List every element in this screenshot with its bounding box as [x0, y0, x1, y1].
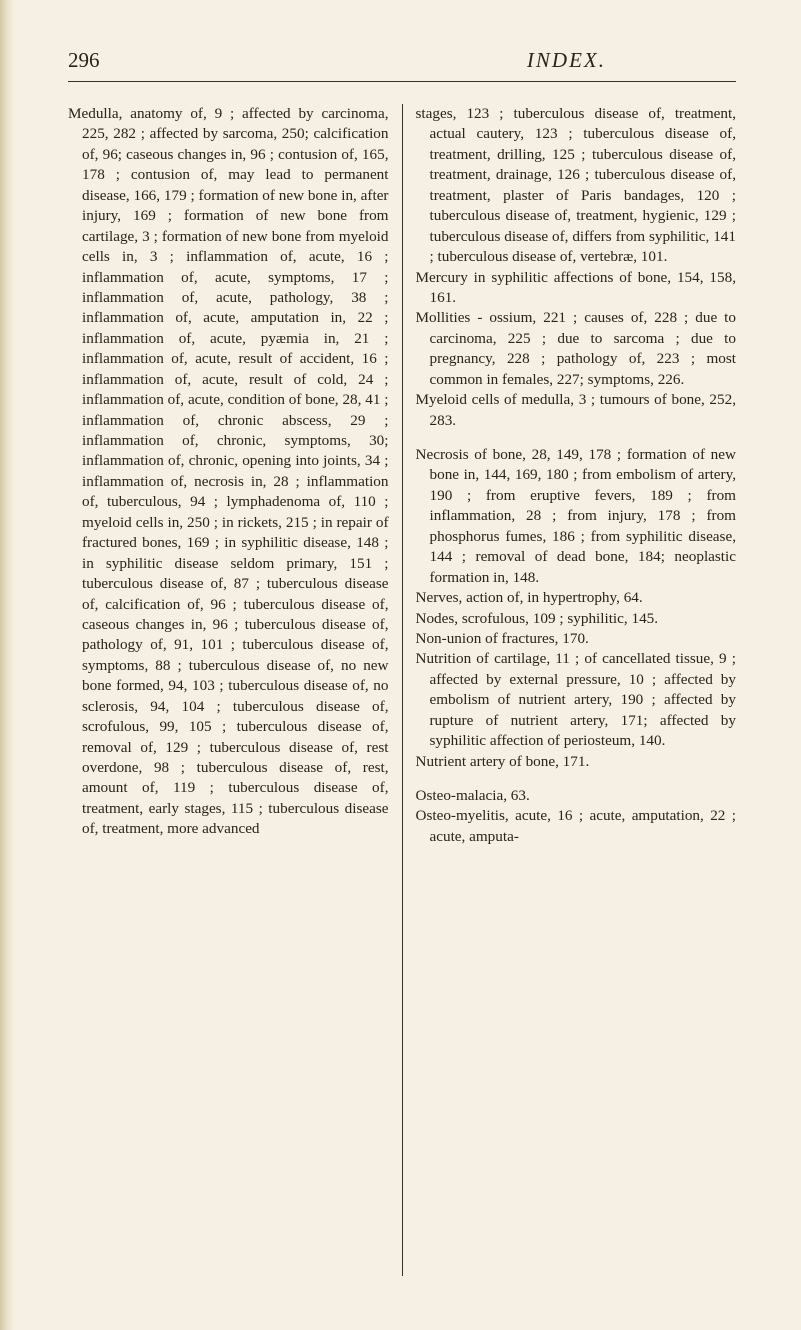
- page-title: INDEX.: [527, 48, 606, 73]
- index-entry: Myeloid cells of medulla, 3 ; tumours of…: [416, 390, 737, 431]
- index-entry: Non-union of fractures, 170.: [416, 629, 737, 649]
- index-entry: Mollities - ossium, 221 ; causes of, 228…: [416, 308, 737, 390]
- index-entry: Medulla, anatomy of, 9 ; affected by car…: [68, 104, 389, 840]
- index-entry: Osteo-myelitis, acute, 16 ; acute, amput…: [416, 806, 737, 847]
- left-column: Medulla, anatomy of, 9 ; affected by car…: [68, 104, 403, 1276]
- index-entry: Osteo-malacia, 63.: [416, 786, 737, 806]
- page: 296 INDEX. Medulla, anatomy of, 9 ; affe…: [0, 0, 801, 1330]
- index-entry: Nodes, scrofulous, 109 ; syphilitic, 145…: [416, 609, 737, 629]
- index-entry: Nerves, action of, in hypertrophy, 64.: [416, 588, 737, 608]
- right-column: stages, 123 ; tuberculous disease of, tr…: [403, 104, 737, 1276]
- index-entry: Necrosis of bone, 28, 149, 178 ; formati…: [416, 445, 737, 588]
- index-entry: Mercury in syphilitic affections of bone…: [416, 268, 737, 309]
- page-header: 296 INDEX.: [68, 48, 736, 82]
- text-columns: Medulla, anatomy of, 9 ; affected by car…: [68, 104, 736, 1276]
- index-entry: Nutrition of cartilage, 11 ; of cancella…: [416, 649, 737, 751]
- index-entry: Nutrient artery of bone, 171.: [416, 752, 737, 772]
- page-number: 296: [68, 48, 100, 73]
- index-entry: stages, 123 ; tuberculous disease of, tr…: [416, 104, 737, 268]
